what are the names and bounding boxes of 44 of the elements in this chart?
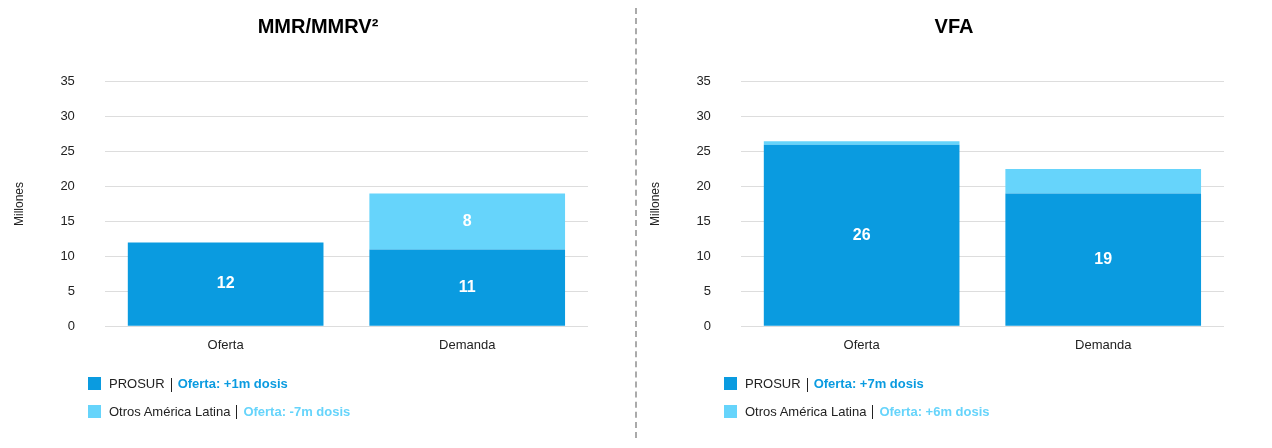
data-label: 12 (216, 274, 235, 292)
legend-label: PROSUR (745, 376, 801, 392)
bar (763, 141, 960, 145)
y-axis-title: Millones (11, 181, 26, 227)
data-label: 8 (462, 211, 472, 229)
data-label: 26 (852, 225, 871, 243)
y-tick-label: 10 (696, 247, 711, 263)
x-tick-label: Oferta (207, 336, 245, 352)
legend-label: Otros América Latina (109, 403, 231, 419)
y-tick-label: 15 (60, 213, 75, 229)
y-tick-label: 25 (696, 143, 711, 159)
y-tick-label: 20 (60, 178, 75, 194)
y-tick-label: 35 (60, 73, 75, 89)
y-tick-label: 30 (60, 108, 75, 124)
text: Oferta: +6m dosis (879, 403, 990, 419)
text: Oferta: +1m dosis (177, 376, 288, 391)
chart-title: VFA (933, 14, 975, 39)
bar (127, 242, 324, 326)
y-tick-label: 35 (696, 73, 711, 89)
data-label: 19 (1094, 250, 1113, 268)
y-tick-label: 0 (703, 317, 711, 333)
legend-label: PROSUR (109, 376, 165, 392)
y-axis-title: Millones (647, 181, 662, 227)
bar (1005, 193, 1202, 326)
chart-title: MMR/MMRV² (256, 14, 380, 39)
y-tick-label: 20 (696, 178, 711, 194)
y-tick-label: 0 (67, 317, 75, 333)
text: Oferta: -7m dosis (243, 403, 351, 419)
bar (369, 249, 566, 326)
y-tick-label: 10 (60, 247, 75, 263)
text: Oferta: +7m dosis (813, 376, 924, 391)
y-tick-label: 25 (60, 143, 75, 159)
bar (763, 144, 960, 326)
y-tick-label: 15 (696, 213, 711, 229)
legend-label: Otros América Latina (745, 403, 867, 419)
data-label: 11 (458, 277, 476, 295)
y-tick-label: 30 (696, 108, 711, 124)
bar (1005, 169, 1202, 194)
y-tick-label: 5 (703, 282, 711, 298)
y-tick-label: 5 (67, 282, 75, 298)
bar (369, 193, 566, 250)
x-tick-label: Demanda (1075, 336, 1133, 352)
x-tick-label: Oferta (843, 336, 881, 352)
x-tick-label: Demanda (439, 336, 497, 352)
